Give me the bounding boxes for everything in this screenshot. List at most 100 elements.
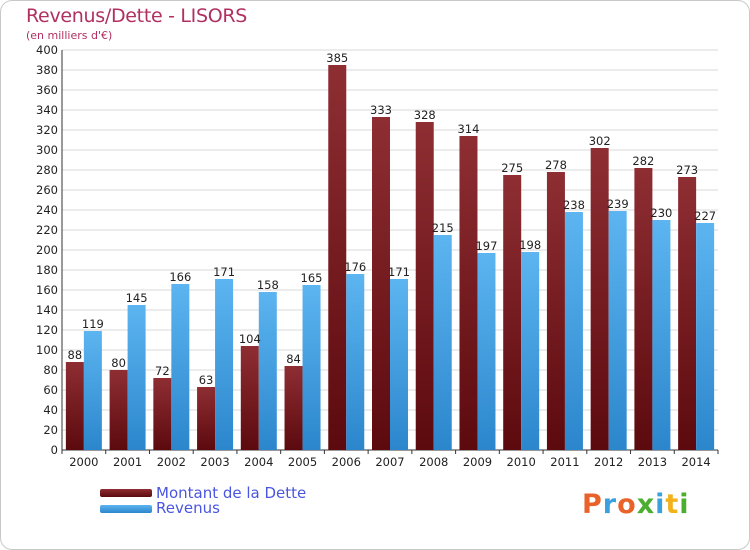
data-label: 275 <box>501 161 523 175</box>
y-tick-label: 300 <box>36 143 58 157</box>
logo-letter: i <box>655 489 666 520</box>
x-tick-label: 2012 <box>594 455 623 469</box>
data-label: 158 <box>257 278 279 292</box>
logo-letter: i <box>679 489 690 520</box>
y-tick-label: 60 <box>43 383 58 397</box>
bar-revenue <box>302 285 321 450</box>
y-tick-label: 240 <box>36 203 58 217</box>
bar-revenue <box>390 279 408 450</box>
data-label: 88 <box>68 348 83 362</box>
data-label: 230 <box>650 206 672 220</box>
bar-revenue <box>215 279 234 450</box>
bar-revenue <box>433 235 452 450</box>
x-tick-label: 2003 <box>200 455 229 469</box>
y-tick-label: 140 <box>36 303 58 317</box>
x-tick-label: 2014 <box>681 455 710 469</box>
y-tick-label: 380 <box>36 63 58 77</box>
y-tick-label: 0 <box>51 443 58 457</box>
data-label: 314 <box>457 122 479 136</box>
bar-debt <box>65 362 84 450</box>
x-tick-label: 2002 <box>157 455 186 469</box>
chart-title: Revenus/Dette - LISORS <box>26 5 248 27</box>
data-label: 63 <box>199 373 214 387</box>
x-tick-label: 2004 <box>244 455 273 469</box>
y-tick-label: 260 <box>36 183 58 197</box>
data-label: 198 <box>519 238 541 252</box>
bar-debt <box>415 122 434 450</box>
bar-revenue <box>127 305 146 450</box>
y-tick-label: 120 <box>36 323 58 337</box>
bar-debt <box>284 366 303 450</box>
data-label: 166 <box>169 270 191 284</box>
legend-label-debt: Montant de la Dette <box>156 484 307 502</box>
bar-revenue <box>171 284 190 450</box>
legend-label-revenue: Revenus <box>156 499 220 517</box>
logo-letter: r <box>602 489 618 520</box>
logo-letter: t <box>665 489 680 520</box>
bar-debt <box>590 148 609 450</box>
bar-revenue <box>521 252 540 450</box>
y-tick-label: 180 <box>36 263 58 277</box>
x-tick-label: 2000 <box>69 455 98 469</box>
bar-debt <box>459 136 478 450</box>
data-label: 84 <box>286 352 301 366</box>
data-label: 278 <box>545 158 567 172</box>
data-label: 239 <box>607 197 629 211</box>
bar-revenue <box>564 212 583 450</box>
legend-swatch-revenue <box>100 505 152 513</box>
x-tick-label: 2006 <box>332 455 361 469</box>
bar-debt <box>546 172 565 450</box>
logo-letter: x <box>636 489 656 520</box>
y-tick-label: 100 <box>36 343 58 357</box>
legend-swatch-debt <box>100 489 152 497</box>
x-tick-label: 2008 <box>419 455 448 469</box>
data-label: 328 <box>414 108 436 122</box>
x-tick-label: 2009 <box>463 455 492 469</box>
data-label: 302 <box>589 134 611 148</box>
y-tick-label: 220 <box>36 223 58 237</box>
bar-debt <box>197 387 216 450</box>
bar-revenue <box>608 211 627 450</box>
y-tick-label: 160 <box>36 283 58 297</box>
y-tick-label: 20 <box>43 423 58 437</box>
data-label: 80 <box>111 356 126 370</box>
bar-revenue <box>83 331 102 450</box>
bar-debt <box>328 65 347 450</box>
bar-debt <box>503 175 522 450</box>
x-tick-label: 2013 <box>638 455 667 469</box>
bar-revenue <box>477 253 496 450</box>
data-label: 119 <box>82 317 104 331</box>
data-label: 333 <box>370 103 392 117</box>
y-tick-label: 320 <box>36 123 58 137</box>
x-tick-label: 2011 <box>550 455 579 469</box>
y-tick-label: 360 <box>36 83 58 97</box>
axes: 0 20 40 60 80 100 120 140 160 180 200 220 240 260 280 3… <box>36 43 719 469</box>
bar-debt <box>153 378 172 450</box>
data-label: 165 <box>301 271 323 285</box>
data-labels: 88 119 80 145 72 166 63 171 104 158 84 165 385 176 333… <box>68 51 717 387</box>
bar-debt <box>109 370 128 450</box>
y-tick-label: 400 <box>36 43 58 57</box>
data-label: 171 <box>213 265 235 279</box>
data-label: 72 <box>155 364 170 378</box>
data-label: 176 <box>344 260 366 274</box>
y-tick-label: 340 <box>36 103 58 117</box>
x-tick-label: 2001 <box>113 455 142 469</box>
y-tick-label: 40 <box>43 403 58 417</box>
bar-debt <box>678 177 697 450</box>
data-label: 238 <box>563 198 585 212</box>
logo-letter: o <box>617 489 637 520</box>
x-tick-label: 2007 <box>375 455 404 469</box>
y-tick-label: 280 <box>36 163 58 177</box>
data-label: 145 <box>126 291 148 305</box>
bar-revenue <box>346 274 365 450</box>
bar-debt <box>240 346 259 450</box>
data-label: 104 <box>239 332 261 346</box>
x-tick-label: 2010 <box>507 455 536 469</box>
data-label: 385 <box>326 51 348 65</box>
data-label: 227 <box>694 209 716 223</box>
proxiti-logo: Proxiti <box>582 489 690 520</box>
y-tick-label: 200 <box>36 243 58 257</box>
logo-letter: P <box>582 489 603 520</box>
